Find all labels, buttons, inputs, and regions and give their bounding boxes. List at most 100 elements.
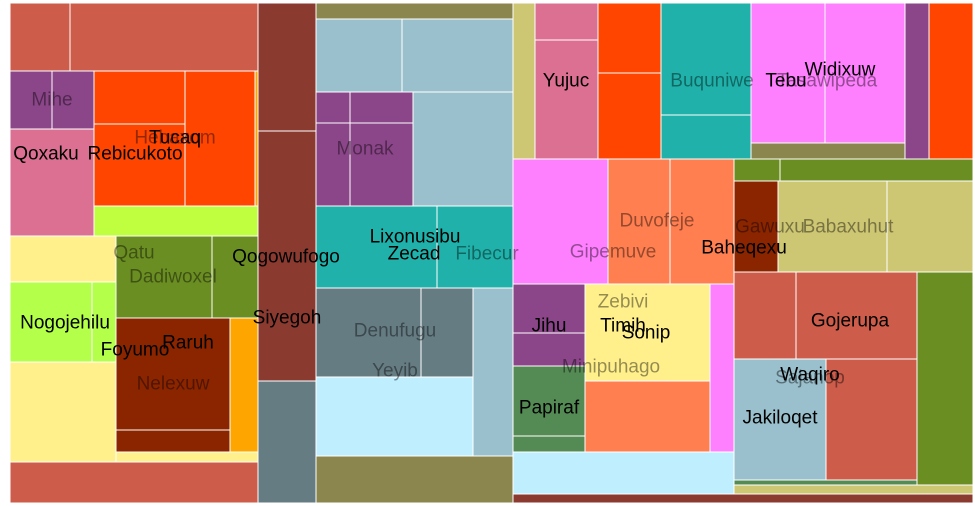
cell-siyegoh bbox=[257, 130, 317, 382]
label-minipuhago: Minipuhago bbox=[562, 357, 660, 378]
label-gipemuve: Gipemuve bbox=[570, 242, 657, 263]
cell-block bbox=[660, 114, 752, 160]
label-nogojehilu: Nogojehilu bbox=[20, 313, 110, 334]
cell-block bbox=[512, 451, 735, 495]
cell-block bbox=[733, 158, 781, 182]
cell-block bbox=[51, 70, 95, 130]
cell-block bbox=[512, 435, 586, 453]
cell-block bbox=[512, 2, 536, 160]
cell-block bbox=[9, 2, 71, 72]
label-zecad: Zecad bbox=[388, 244, 441, 265]
label-tasawipeda: Tasawipeda bbox=[777, 71, 878, 92]
label-babaxuhut: Babaxuhut bbox=[803, 217, 895, 238]
cell-yeyib bbox=[315, 376, 474, 457]
cell-block bbox=[69, 2, 259, 72]
cell-block bbox=[115, 451, 259, 463]
cell-block bbox=[257, 2, 317, 132]
cell-qatu bbox=[115, 235, 213, 319]
label-denufugu: Denufugu bbox=[354, 321, 436, 342]
label-hebaxom: Hebaxom bbox=[134, 128, 215, 149]
cell-block bbox=[733, 484, 974, 495]
cell-monak bbox=[349, 122, 414, 207]
label-sajanop: Sajanop bbox=[775, 368, 845, 389]
label-foyumo: Foyumo bbox=[101, 340, 170, 361]
label-sonip: Sonip bbox=[622, 323, 671, 344]
cell-block bbox=[93, 205, 259, 237]
cell-block bbox=[709, 283, 735, 453]
cell-block bbox=[597, 72, 662, 160]
cell-fibecur bbox=[436, 205, 514, 289]
label-baheqexu: Baheqexu bbox=[701, 238, 787, 259]
cell-block bbox=[9, 461, 259, 504]
cell-block bbox=[420, 287, 474, 378]
cell-block bbox=[229, 317, 259, 453]
cell-block bbox=[315, 455, 514, 504]
cell-duvofeje bbox=[607, 158, 671, 285]
cell-block bbox=[115, 429, 231, 453]
cell-yujuc bbox=[534, 39, 599, 160]
cell-foyumo bbox=[9, 361, 117, 463]
cell-gojerupa bbox=[795, 271, 918, 360]
label-jakiloqet: Jakiloqet bbox=[743, 408, 819, 429]
cell-mihe bbox=[9, 70, 53, 130]
label-raruh: Raruh bbox=[162, 333, 214, 354]
label-widixuw: Widixuw bbox=[805, 60, 876, 81]
label-tebu: Tebu bbox=[765, 71, 806, 92]
label-gawuxu: Gawuxu bbox=[735, 217, 805, 238]
cell-denufugu bbox=[315, 287, 422, 378]
cell-block bbox=[904, 2, 930, 160]
label-qogowufogo: Qogowufogo bbox=[232, 247, 340, 268]
cell-block bbox=[597, 2, 662, 74]
cell-gawuxu bbox=[733, 180, 779, 273]
cell-jakiloqet bbox=[733, 358, 827, 481]
label-waqiro: Waqiro bbox=[780, 365, 839, 386]
cell-waqiro bbox=[825, 358, 918, 481]
label-dadiwoxel: Dadiwoxel bbox=[129, 267, 217, 288]
cell-block bbox=[315, 18, 403, 93]
label-zebivi: Zebivi bbox=[598, 292, 649, 313]
label-nelexuw: Nelexuw bbox=[137, 374, 210, 395]
label-timih: Timih bbox=[600, 316, 646, 337]
cell-block bbox=[916, 271, 974, 486]
label-buquniwe: Buquniwe bbox=[670, 71, 753, 92]
cell-block bbox=[928, 2, 974, 160]
label-lixonusibu: Lixonusibu bbox=[370, 227, 461, 248]
cell-block bbox=[315, 122, 351, 207]
label-yeyib: Yeyib bbox=[372, 361, 418, 382]
cell-block bbox=[750, 142, 906, 160]
cell-gipemuve bbox=[512, 158, 609, 285]
cell-block bbox=[91, 281, 117, 363]
label-rebicukoto: Rebicukoto bbox=[87, 144, 182, 165]
cell-block bbox=[733, 479, 918, 486]
cell-qogowufogo bbox=[211, 235, 259, 319]
cell-block bbox=[412, 91, 514, 207]
cell-block bbox=[315, 2, 514, 20]
cell-block bbox=[472, 287, 514, 457]
cell-block bbox=[401, 18, 514, 93]
cell-minipuhago bbox=[584, 380, 711, 453]
cell-block bbox=[93, 70, 186, 125]
cell-block bbox=[315, 91, 351, 124]
cell-block bbox=[184, 70, 256, 207]
cell-block bbox=[534, 2, 599, 41]
cell-block bbox=[9, 235, 117, 283]
cell-buquniwe bbox=[660, 2, 752, 116]
label-papiraf: Papiraf bbox=[519, 398, 580, 419]
label-duvofeje: Duvofeje bbox=[620, 211, 695, 232]
cell-block bbox=[257, 380, 317, 504]
label-qoxaku: Qoxaku bbox=[13, 144, 78, 165]
cell-block bbox=[779, 158, 974, 182]
label-mihe: Mihe bbox=[31, 90, 72, 111]
cell-zebivi bbox=[584, 283, 711, 382]
label-fibecur: Fibecur bbox=[455, 244, 519, 265]
cell-block bbox=[512, 493, 974, 504]
cell-lixonusibu bbox=[315, 205, 438, 289]
cell-baheqexu bbox=[669, 158, 735, 285]
label-qatu: Qatu bbox=[113, 243, 154, 264]
cell-block bbox=[733, 271, 797, 360]
cell-qoxaku bbox=[9, 128, 95, 237]
cell-babaxuhut bbox=[777, 180, 888, 273]
label-tucaq: Tucaq bbox=[149, 128, 201, 149]
label-yujuc: Yujuc bbox=[543, 71, 589, 92]
